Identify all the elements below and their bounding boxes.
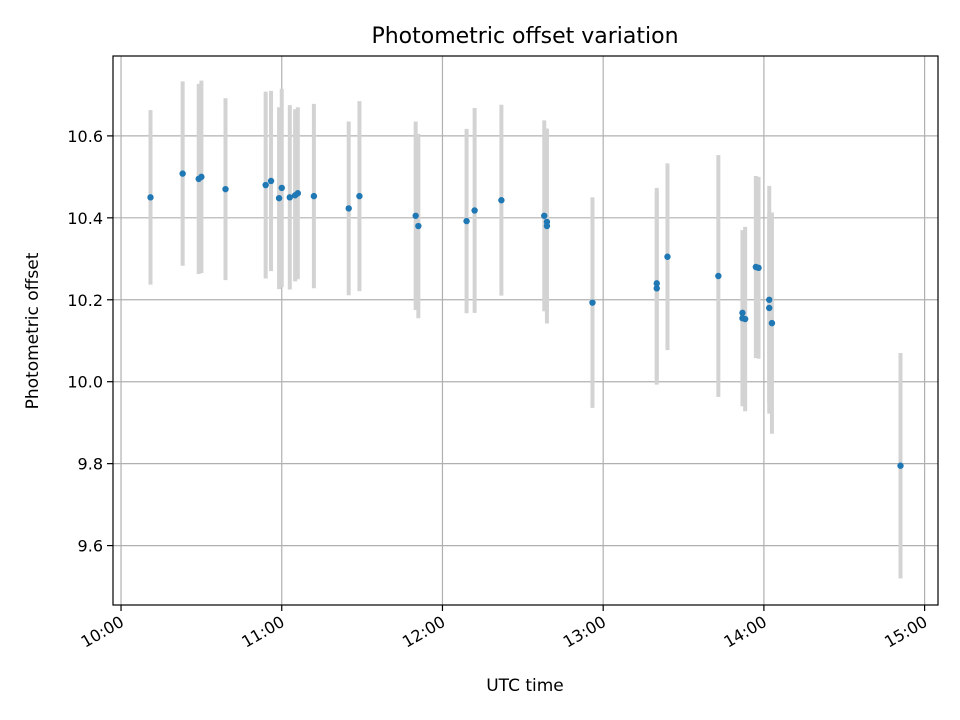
data-point [589, 299, 596, 306]
error-bars [148, 80, 903, 579]
y-tick-label: 9.8 [78, 455, 103, 474]
x-tick-label: 10:00 [78, 612, 127, 652]
data-point [739, 309, 746, 317]
x-axis-label: UTC time [486, 676, 564, 696]
x-tick-label: 14:00 [720, 612, 769, 652]
x-tick-label: 15:00 [881, 612, 930, 652]
data-point [286, 194, 293, 201]
data-point [766, 304, 773, 312]
y-tick-label: 10.0 [67, 373, 103, 392]
data-point [278, 184, 285, 192]
data-point [766, 296, 773, 303]
data-point [741, 315, 749, 323]
data-points [147, 170, 904, 469]
grid [113, 56, 938, 605]
data-point [267, 177, 275, 185]
data-point [653, 280, 660, 287]
data-point [222, 185, 229, 193]
data-point [543, 222, 551, 230]
y-tick-label: 10.2 [67, 291, 103, 310]
data-point [356, 192, 363, 200]
data-point [471, 207, 478, 214]
data-point [768, 319, 776, 327]
x-tick-label: 12:00 [399, 612, 448, 652]
data-point [541, 212, 548, 219]
data-point [715, 272, 722, 280]
data-point [897, 462, 904, 469]
data-point [275, 194, 283, 202]
data-point [498, 197, 505, 204]
chart-title: Photometric offset variation [371, 24, 678, 49]
y-tick-label: 10.6 [67, 127, 103, 146]
data-point [198, 173, 205, 181]
x-tick-label: 13:00 [560, 612, 609, 652]
data-point [664, 253, 671, 260]
data-point [294, 190, 302, 197]
data-point [412, 212, 419, 219]
data-point [345, 205, 352, 212]
y-tick-label: 9.6 [78, 537, 103, 556]
data-point [755, 264, 762, 272]
data-point [463, 217, 470, 225]
x-tick-label: 11:00 [238, 612, 287, 652]
data-point [310, 192, 318, 200]
data-point [653, 285, 660, 292]
y-axis-label: Photometric offset [23, 252, 43, 409]
plot-frame [112, 55, 939, 606]
data-point [179, 170, 186, 177]
data-point [147, 194, 154, 201]
data-point [262, 181, 269, 189]
data-point [415, 222, 422, 230]
y-tick-label: 10.4 [67, 209, 103, 228]
